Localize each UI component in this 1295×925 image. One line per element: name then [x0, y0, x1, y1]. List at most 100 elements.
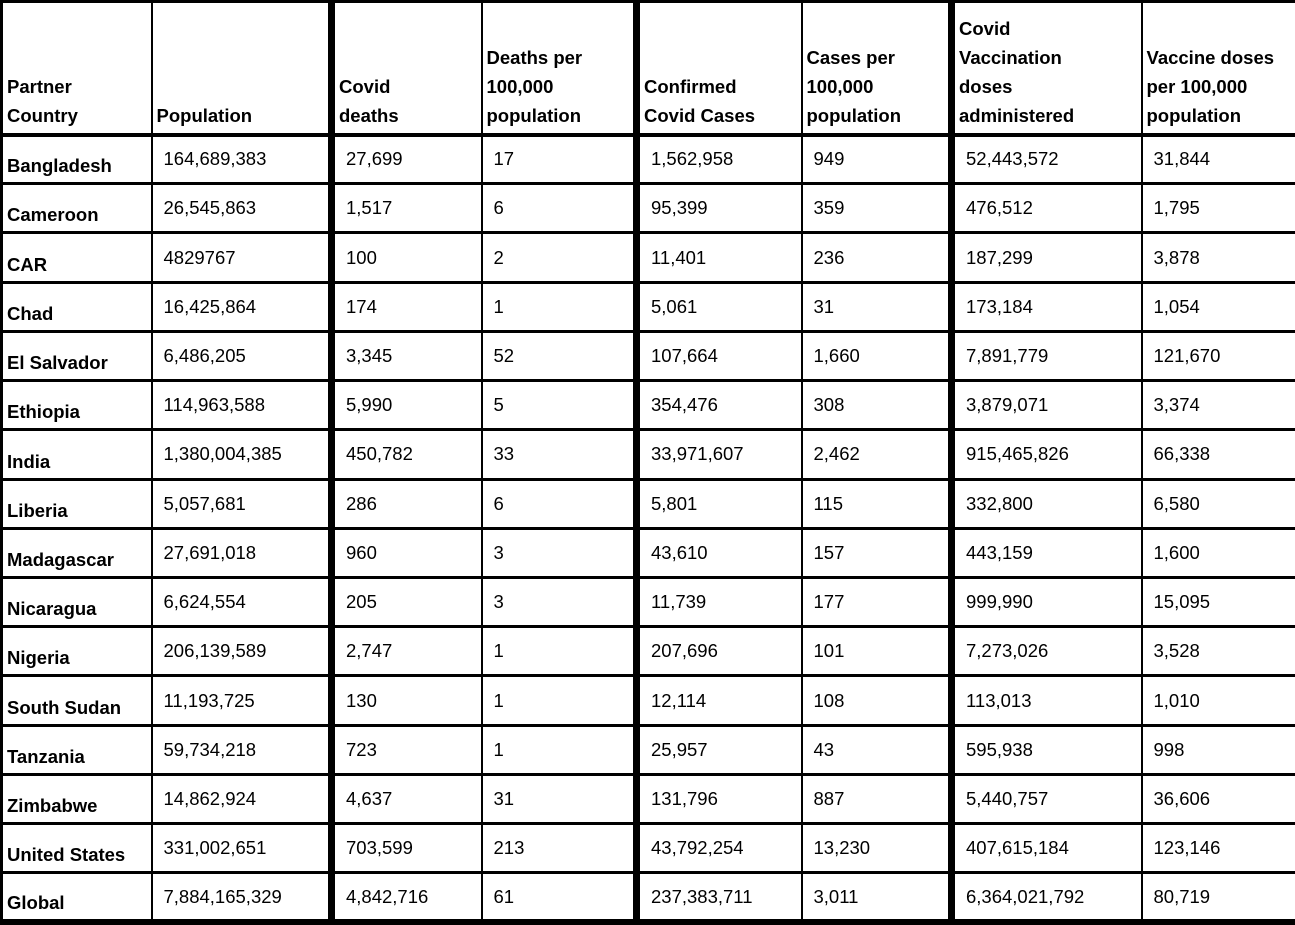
cell-confirmed-cases: 11,401: [633, 231, 803, 284]
cell-vaccination-doses: 7,891,779: [948, 329, 1143, 382]
cell-population: 4829767: [150, 231, 333, 284]
table-body: Bangladesh 164,689,383 27,699 17 1,562,958 94…: [0, 132, 1295, 924]
cell-cases-per-100k: 887: [800, 772, 953, 825]
cell-confirmed-cases: 207,696: [633, 625, 803, 677]
cell-cases-per-100k: 308: [800, 379, 953, 431]
cell-confirmed-cases: 237,383,711: [633, 871, 803, 924]
cell-deaths-per-100k: 3: [480, 526, 638, 579]
cell-confirmed-cases: 1,562,958: [633, 132, 803, 185]
cell-cases-per-100k: 359: [800, 182, 953, 234]
cell-deaths-per-100k: 1: [480, 723, 638, 776]
cell-deaths-per-100k: 2: [480, 231, 638, 284]
table-row-united-states: United States 331,002,651 703,599 213 43,792…: [0, 822, 1295, 874]
cell-population: 1,380,004,385: [150, 428, 333, 481]
cell-doses-per-100k: 6,580: [1140, 477, 1295, 530]
cell-doses-per-100k: 80,719: [1140, 871, 1295, 924]
cell-deaths-per-100k: 5: [480, 379, 638, 431]
cell-confirmed-cases: 25,957: [633, 723, 803, 776]
cell-population: 6,624,554: [150, 575, 333, 628]
cell-confirmed-cases: 354,476: [633, 379, 803, 431]
cell-covid-deaths: 703,599: [328, 822, 483, 874]
cell-cases-per-100k: 1,660: [800, 329, 953, 382]
cell-deaths-per-100k: 1: [480, 625, 638, 677]
country-name: Cameroon: [0, 182, 153, 234]
cell-deaths-per-100k: 6: [480, 477, 638, 530]
column-header-population: Population: [150, 0, 333, 137]
country-name: Chad: [0, 280, 153, 333]
table-header: Partner Country Population Covid deaths Dea…: [0, 0, 1295, 137]
cell-cases-per-100k: 2,462: [800, 428, 953, 481]
cell-doses-per-100k: 15,095: [1140, 575, 1295, 628]
cell-covid-deaths: 27,699: [328, 132, 483, 185]
cell-vaccination-doses: 3,879,071: [948, 379, 1143, 431]
country-name: Global: [0, 871, 153, 924]
cell-population: 5,057,681: [150, 477, 333, 530]
cell-covid-deaths: 174: [328, 280, 483, 333]
cell-vaccination-doses: 6,364,021,792: [948, 871, 1143, 924]
cell-doses-per-100k: 1,010: [1140, 674, 1295, 727]
table-row-cameroon: Cameroon 26,545,863 1,517 6 95,399 359 476,512…: [0, 182, 1295, 234]
cell-vaccination-doses: 407,615,184: [948, 822, 1143, 874]
cell-covid-deaths: 450,782: [328, 428, 483, 481]
table-row-tanzania: Tanzania 59,734,218 723 1 25,957 43 595,938 998: [0, 723, 1295, 776]
cell-vaccination-doses: 332,800: [948, 477, 1143, 530]
cell-deaths-per-100k: 61: [480, 871, 638, 924]
cell-confirmed-cases: 11,739: [633, 575, 803, 628]
cell-covid-deaths: 960: [328, 526, 483, 579]
cell-deaths-per-100k: 3: [480, 575, 638, 628]
country-name: United States: [0, 822, 153, 874]
country-name: Nigeria: [0, 625, 153, 677]
cell-cases-per-100k: 157: [800, 526, 953, 579]
country-name: Ethiopia: [0, 379, 153, 431]
table-row-madagascar: Madagascar 27,691,018 960 3 43,610 157 443,159…: [0, 526, 1295, 579]
country-name: Madagascar: [0, 526, 153, 579]
table-row-bangladesh: Bangladesh 164,689,383 27,699 17 1,562,958 94…: [0, 132, 1295, 185]
cell-covid-deaths: 130: [328, 674, 483, 727]
table-row-nigeria: Nigeria 206,139,589 2,747 1 207,696 101 7,273,…: [0, 625, 1295, 677]
cell-deaths-per-100k: 17: [480, 132, 638, 185]
country-name: El Salvador: [0, 329, 153, 382]
cell-doses-per-100k: 1,054: [1140, 280, 1295, 333]
cell-vaccination-doses: 173,184: [948, 280, 1143, 333]
country-name: Liberia: [0, 477, 153, 530]
cell-doses-per-100k: 3,374: [1140, 379, 1295, 431]
cell-cases-per-100k: 236: [800, 231, 953, 284]
cell-confirmed-cases: 5,801: [633, 477, 803, 530]
cell-cases-per-100k: 101: [800, 625, 953, 677]
cell-cases-per-100k: 31: [800, 280, 953, 333]
cell-vaccination-doses: 443,159: [948, 526, 1143, 579]
cell-covid-deaths: 4,637: [328, 772, 483, 825]
column-header-vaccination-doses: Covid Vaccination doses administered: [948, 0, 1143, 137]
country-name: India: [0, 428, 153, 481]
cell-vaccination-doses: 5,440,757: [948, 772, 1143, 825]
cell-cases-per-100k: 949: [800, 132, 953, 185]
country-name: Nicaragua: [0, 575, 153, 628]
country-name: Zimbabwe: [0, 772, 153, 825]
cell-covid-deaths: 3,345: [328, 329, 483, 382]
cell-doses-per-100k: 998: [1140, 723, 1295, 776]
cell-doses-per-100k: 1,795: [1140, 182, 1295, 234]
cell-population: 14,862,924: [150, 772, 333, 825]
cell-doses-per-100k: 3,528: [1140, 625, 1295, 677]
cell-vaccination-doses: 113,013: [948, 674, 1143, 727]
table-row-liberia: Liberia 5,057,681 286 6 5,801 115 332,800 6,580: [0, 477, 1295, 530]
cell-doses-per-100k: 66,338: [1140, 428, 1295, 481]
table-row-india: India 1,380,004,385 450,782 33 33,971,607 2,4…: [0, 428, 1295, 481]
cell-covid-deaths: 4,842,716: [328, 871, 483, 924]
cell-cases-per-100k: 177: [800, 575, 953, 628]
cell-deaths-per-100k: 6: [480, 182, 638, 234]
cell-vaccination-doses: 595,938: [948, 723, 1143, 776]
cell-confirmed-cases: 95,399: [633, 182, 803, 234]
cell-covid-deaths: 286: [328, 477, 483, 530]
column-header-partner-country: Partner Country: [0, 0, 153, 137]
header-row: Partner Country Population Covid deaths Dea…: [0, 0, 1295, 137]
cell-confirmed-cases: 43,610: [633, 526, 803, 579]
cell-confirmed-cases: 131,796: [633, 772, 803, 825]
cell-deaths-per-100k: 31: [480, 772, 638, 825]
cell-doses-per-100k: 3,878: [1140, 231, 1295, 284]
column-header-deaths-per-100k: Deaths per 100,000 population: [480, 0, 638, 137]
table-row-ethiopia: Ethiopia 114,963,588 5,990 5 354,476 308 3,879…: [0, 379, 1295, 431]
cell-population: 59,734,218: [150, 723, 333, 776]
cell-population: 6,486,205: [150, 329, 333, 382]
